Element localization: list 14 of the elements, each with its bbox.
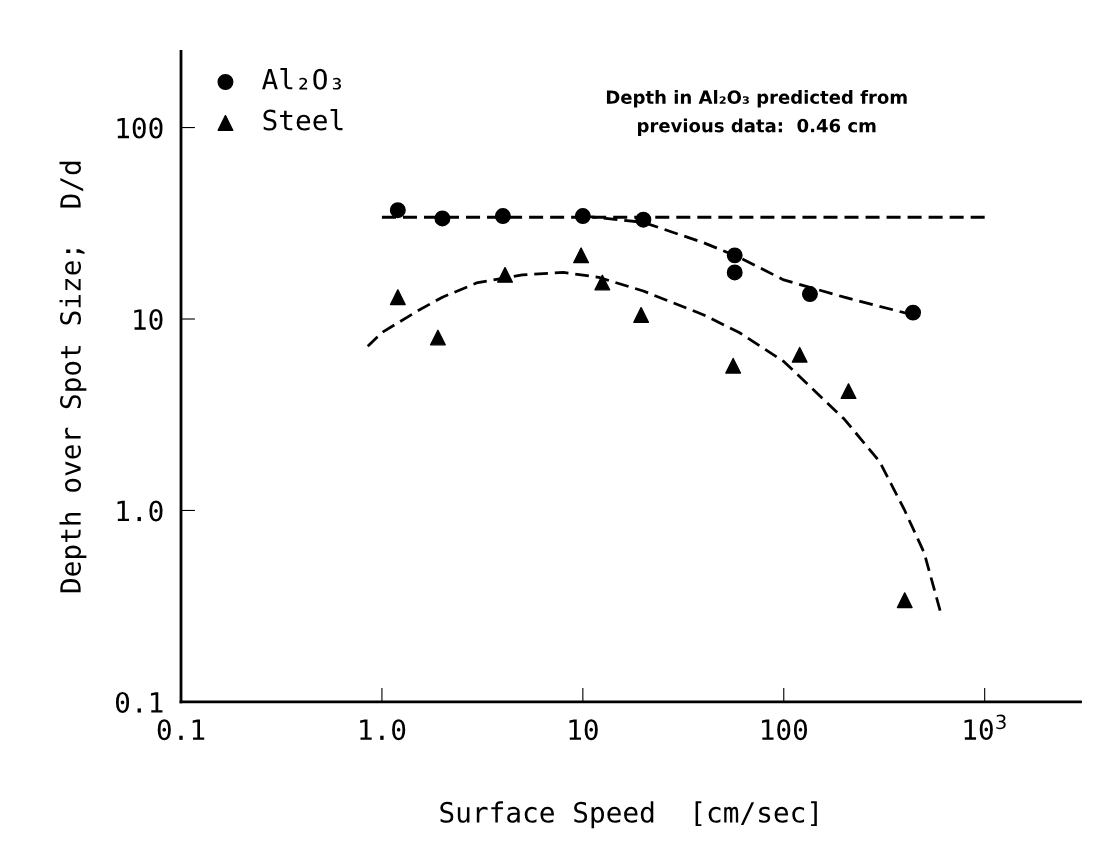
x-tick-label: 1.0 [360, 719, 406, 741]
x-tick-label: 10$^{3}$ [964, 714, 1006, 741]
y-tick-label: 100 [117, 117, 163, 139]
annotation: Depth in Al₂O₃ predicted from previous data: 0.46 cm [606, 90, 907, 136]
legend-label: Al₂O₃ [262, 68, 341, 90]
legend-label: Steel [263, 108, 343, 131]
y-axis-title: Depth over Spot Size; D/d [59, 161, 87, 593]
y-tick-label: 0.1 [115, 691, 163, 713]
x-tick-label: 100 [762, 719, 808, 741]
y-tick-label: 1.0 [117, 500, 163, 522]
y-tick-label: 10 [134, 309, 163, 331]
x-tick-label: 10 [569, 719, 598, 741]
x-axis-title: Surface Speed [cm/sec] [440, 801, 817, 829]
x-tick-label: 0.1 [157, 719, 205, 741]
